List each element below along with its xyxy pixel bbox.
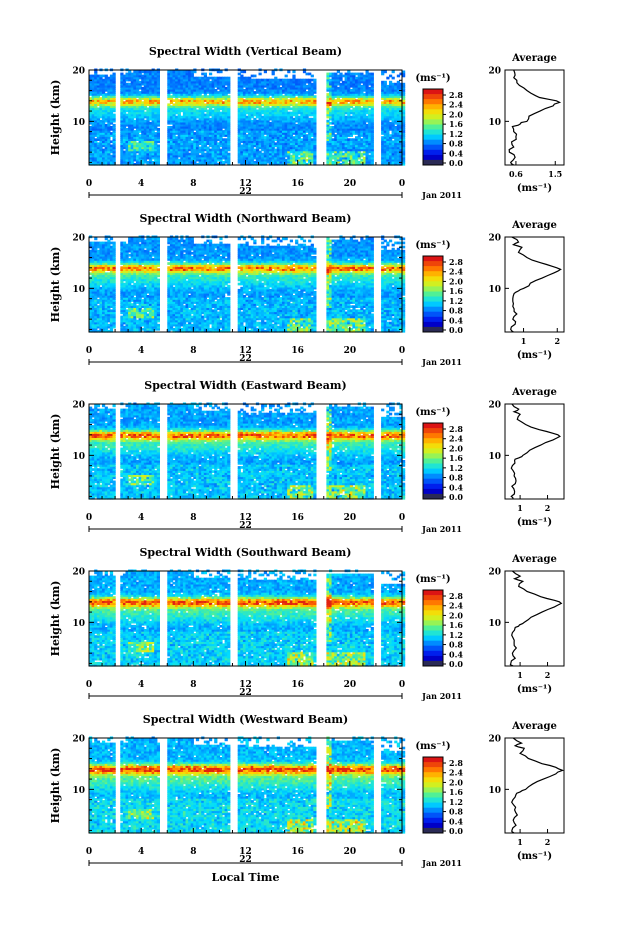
heatmap-cell	[292, 75, 295, 78]
heatmap-cell	[204, 73, 207, 76]
average-frame	[505, 70, 564, 165]
heatmap-cell	[227, 95, 230, 98]
heatmap-cell	[157, 128, 160, 131]
colorbar-segment	[423, 114, 443, 120]
colorbar-tick-label: 1.6	[449, 119, 463, 129]
y-tick-label: 20	[72, 67, 85, 77]
colorbar-segment	[423, 145, 443, 151]
heatmap-cell	[113, 73, 116, 76]
x-tick-label: 8	[190, 179, 196, 189]
heatmap-cell	[243, 71, 246, 74]
panel-title: Spectral Width (Northward Beam)	[140, 212, 352, 225]
heatmap-cell	[392, 77, 395, 80]
colorbar-tick-label: 0.4	[449, 148, 463, 158]
heatmap-cell	[371, 73, 374, 76]
panel-title: Spectral Width (Vertical Beam)	[149, 45, 342, 58]
figure: Spectral Width (Vertical Beam) 20 10 Height…	[0, 0, 620, 929]
average-y-tick-label: 10	[488, 118, 501, 128]
colorbar-tick-label: 0.8	[449, 139, 463, 149]
average-y-tick-label: 20	[488, 67, 501, 77]
heatmap-cells	[89, 236, 405, 333]
colorbar-tick-label: 0.0	[449, 158, 463, 168]
average-x-tick-label: 0.6	[509, 169, 523, 179]
y-axis-label: Height (km)	[49, 80, 62, 156]
x-tick-label: 0	[86, 179, 92, 189]
colorbar-segment	[423, 94, 443, 100]
colorbar-unit: (ms⁻¹)	[415, 73, 450, 84]
average-x-tick-label: 1.5	[548, 169, 562, 179]
colorbar-segment	[423, 109, 443, 115]
colorbar-segment	[423, 104, 443, 110]
heatmap-cell	[113, 124, 116, 127]
x-tick-label: 20	[344, 179, 357, 189]
date-center-label: 22	[239, 187, 252, 197]
x-tick-label: 0	[399, 179, 405, 189]
colorbar-segment	[423, 89, 443, 95]
colorbar-segment	[423, 99, 443, 105]
colorbar-segment	[423, 135, 443, 141]
average-x-label: (ms⁻¹)	[517, 183, 552, 194]
date-right-label: Jan 2011	[421, 190, 462, 200]
heatmap-cell	[313, 79, 316, 82]
spectral-width-panel: Spectral Width (Vertical Beam) 20 10 Height…	[49, 45, 564, 200]
heatmap-cell	[384, 71, 387, 74]
colorbar-segment	[423, 150, 443, 156]
heatmap-cell	[311, 75, 314, 78]
heatmap-cell	[113, 114, 116, 117]
heatmap-cell	[292, 71, 295, 74]
heatmap-cell	[264, 71, 267, 74]
x-tick-label: 16	[291, 179, 304, 189]
heatmap-cells	[89, 69, 405, 166]
heatmap-cell	[110, 238, 113, 241]
heatmap-cell	[94, 238, 97, 241]
heatmap-cell	[157, 145, 160, 148]
y-tick-label: 10	[72, 118, 85, 128]
heatmap-cell	[392, 71, 395, 74]
x-tick-label: 4	[138, 179, 144, 189]
heatmap-cell	[285, 75, 288, 78]
colorbar-segment	[423, 155, 443, 161]
colorbar-tick-label: 2.4	[449, 100, 463, 110]
heatmap-cell	[227, 153, 230, 156]
heatmap-cell	[219, 71, 222, 74]
colorbar-segment	[423, 119, 443, 125]
spectral-width-panel: Spectral Width (Northward Beam)2010Heigh…	[49, 212, 564, 367]
heatmap-cell	[259, 73, 262, 76]
colorbar-tick-label: 1.2	[449, 129, 463, 139]
heatmap-cell	[287, 71, 290, 74]
heatmap-cell	[227, 77, 230, 80]
colorbar-tick-label: 2.0	[449, 109, 463, 119]
colorbar-segment	[423, 130, 443, 136]
heatmap-cell	[253, 75, 256, 78]
heatmap-cell	[209, 73, 212, 76]
heatmap-cell	[384, 81, 387, 84]
average-profile-line	[509, 70, 559, 165]
average-title: Average	[511, 53, 557, 64]
colorbar-segment	[423, 140, 443, 146]
heatmap-cell	[313, 95, 316, 98]
colorbar-segment	[423, 125, 443, 131]
colorbar-tick-label: 2.8	[449, 90, 463, 100]
